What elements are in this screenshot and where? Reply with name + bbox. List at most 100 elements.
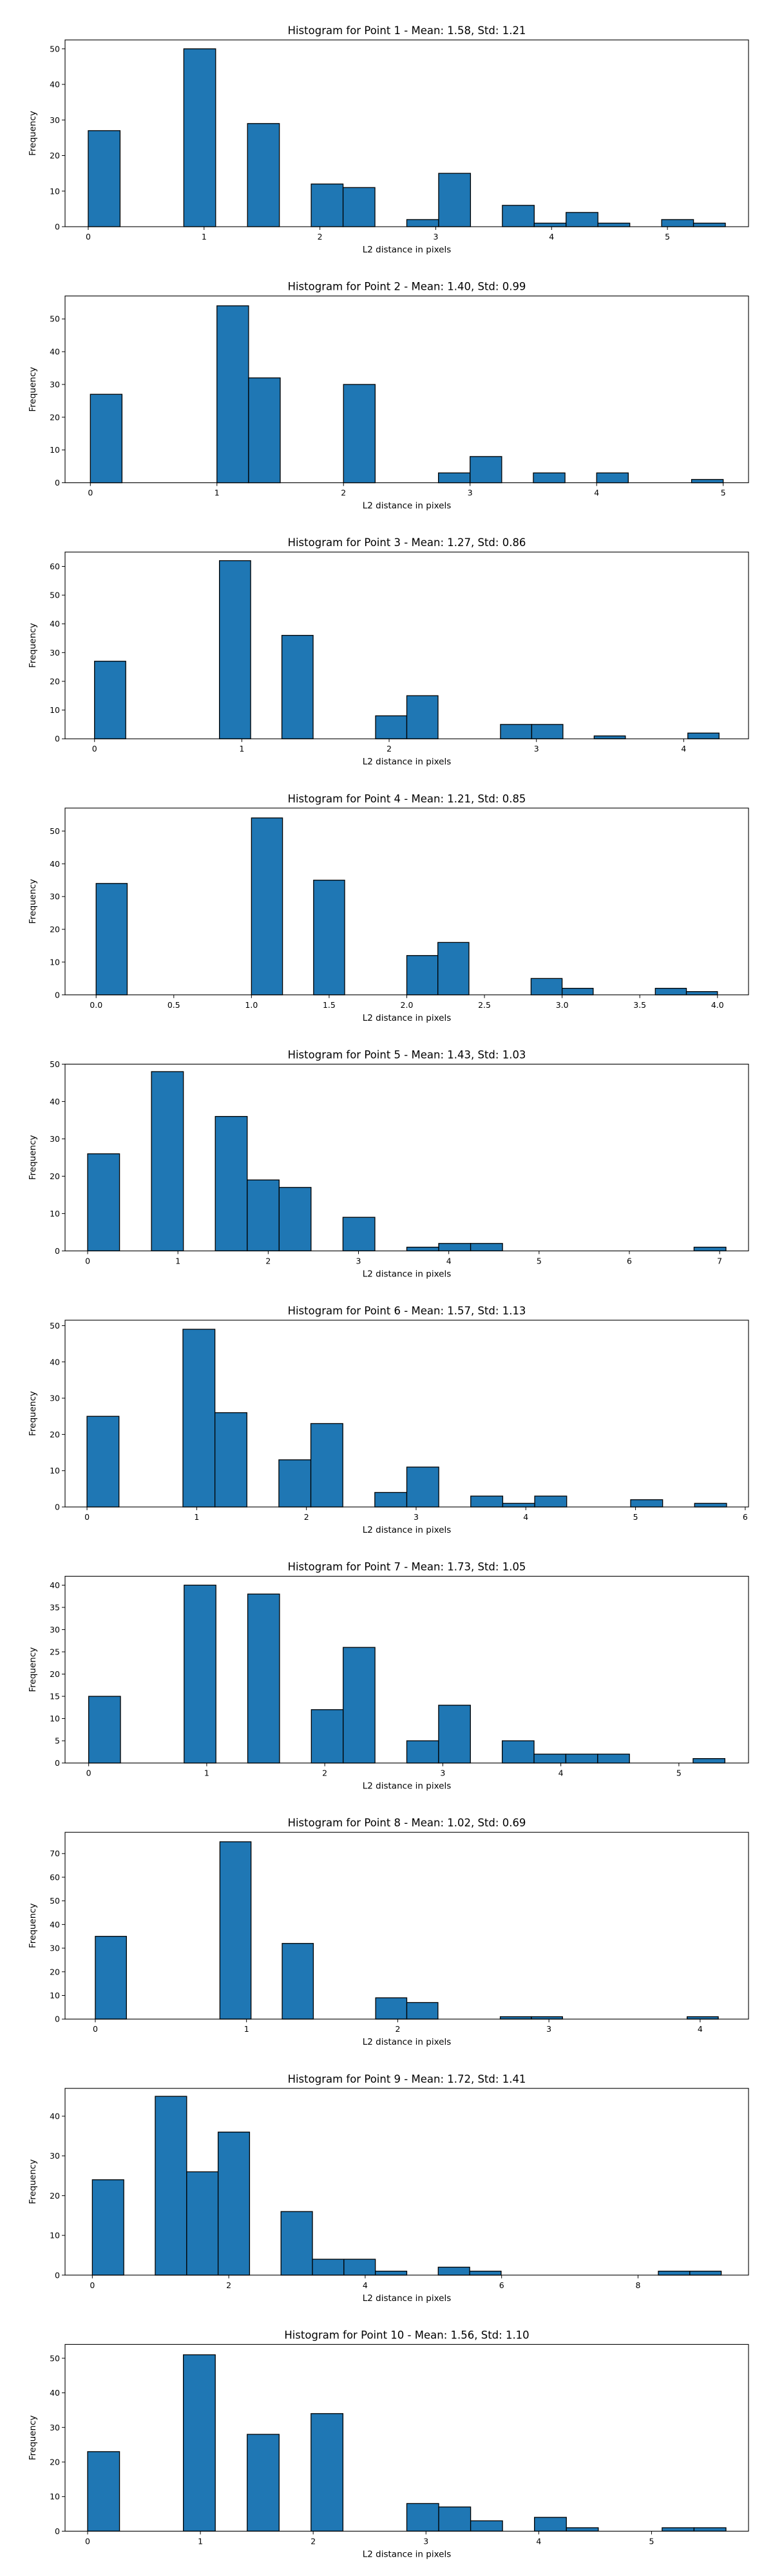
y-tick-label: 30 [50, 379, 60, 389]
histogram-panel-4: Histogram for Point 4 - Mean: 1.21, Std:… [28, 793, 749, 1023]
histogram-bar [343, 2259, 376, 2276]
x-tick-label: 5 [537, 1256, 542, 1265]
histogram-bar [374, 1492, 408, 1508]
histogram-bar [216, 305, 249, 484]
histogram-bar [499, 2016, 532, 2020]
x-tick-label: 2 [310, 2536, 316, 2546]
histogram-panel-9: Histogram for Point 9 - Mean: 1.72, Std:… [28, 2073, 749, 2304]
y-tick-label: 50 [50, 1321, 60, 1331]
histogram-bar [534, 2517, 567, 2532]
y-tick-label: 10 [50, 705, 60, 715]
histogram-bar [593, 735, 626, 739]
histogram-panel-10: Histogram for Point 10 - Mean: 1.56, Std… [28, 2329, 749, 2559]
y-tick-label: 20 [50, 1171, 60, 1181]
x-tick-label: 0 [88, 488, 93, 498]
x-tick-label: 2 [341, 488, 346, 498]
y-tick-label: 30 [50, 2151, 60, 2161]
x-axis-label: L2 distance in pixels [363, 501, 451, 511]
y-tick-label: 20 [50, 1967, 60, 1976]
histogram-bar [502, 1502, 535, 1508]
histogram-bar [438, 1705, 471, 1764]
histogram-bar [437, 472, 471, 484]
histogram-panel-1: Histogram for Point 1 - Mean: 1.58, Std:… [28, 24, 749, 255]
y-axis-label: Frequency [28, 367, 38, 412]
y-tick-label: 40 [50, 619, 60, 629]
y-tick-label: 30 [50, 1134, 60, 1144]
histogram-bar [469, 2270, 502, 2276]
histogram-bar [500, 724, 533, 739]
histogram-bar [278, 1459, 312, 1508]
histogram-bar [406, 2002, 439, 2020]
y-tick-label: 40 [50, 80, 60, 90]
histogram-bar [470, 1495, 504, 1508]
histogram-panel-7: Histogram for Point 7 - Mean: 1.73, Std:… [28, 1561, 749, 1792]
y-tick-label: 40 [50, 2111, 60, 2121]
histogram-bar [561, 987, 594, 996]
y-axis-label: Frequency [28, 2159, 38, 2204]
y-tick-label: 40 [50, 347, 60, 357]
x-tick-label: 3.0 [556, 1000, 569, 1010]
y-tick-label: 40 [50, 859, 60, 869]
histogram-bar [342, 1217, 376, 1252]
histogram-bar [661, 219, 694, 227]
y-tick-label: 40 [50, 1097, 60, 1106]
y-tick-label: 40 [50, 1357, 60, 1367]
x-tick-label: 2 [395, 2024, 400, 2034]
y-tick-label: 0 [55, 1246, 60, 1256]
chart-title: Histogram for Point 9 - Mean: 1.72, Std:… [288, 2073, 526, 2085]
histogram-bar [502, 205, 535, 227]
histogram-bar [88, 1696, 121, 1764]
chart-title: Histogram for Point 5 - Mean: 1.43, Std:… [288, 1048, 526, 1061]
x-tick-label: 4.0 [711, 1000, 724, 1010]
x-axis-label: L2 distance in pixels [363, 1269, 451, 1279]
histogram-bar [406, 2503, 439, 2532]
y-tick-label: 0 [55, 1502, 60, 1512]
x-tick-label: 0.0 [90, 1000, 102, 1010]
histogram-bar [183, 48, 216, 227]
x-axis-label: L2 distance in pixels [363, 2549, 451, 2559]
histogram-bar [630, 1499, 663, 1508]
histogram-bar [689, 2270, 722, 2276]
y-tick-label: 60 [50, 562, 60, 571]
histogram-bar [691, 478, 724, 484]
histogram-bar [151, 1071, 184, 1252]
histogram-bar [438, 1243, 472, 1252]
histogram-panel-2: Histogram for Point 2 - Mean: 1.40, Std:… [28, 281, 749, 511]
x-tick-label: 3 [440, 1768, 445, 1778]
histogram-bar [343, 1647, 376, 1764]
y-tick-label: 20 [50, 676, 60, 686]
y-tick-label: 10 [50, 1466, 60, 1475]
y-tick-label: 30 [50, 892, 60, 902]
histogram-bar [375, 1997, 408, 2020]
histogram-bar [87, 1153, 120, 1252]
y-axis-label: Frequency [28, 879, 38, 924]
chart-title: Histogram for Point 10 - Mean: 1.56, Std… [284, 2329, 529, 2341]
x-axis-label: L2 distance in pixels [363, 2293, 451, 2304]
chart-title: Histogram for Point 6 - Mean: 1.57, Std:… [288, 1305, 526, 1317]
histogram-bar [247, 1179, 280, 1252]
chart-title: Histogram for Point 3 - Mean: 1.27, Std:… [288, 536, 526, 549]
y-tick-label: 20 [50, 2457, 60, 2467]
histogram-bar [155, 2096, 187, 2276]
histogram-bar [437, 2266, 470, 2276]
y-tick-label: 20 [50, 151, 60, 160]
x-tick-label: 2 [318, 232, 323, 242]
x-tick-label: 4 [446, 1256, 452, 1265]
histogram-bar [310, 2413, 344, 2532]
histogram-bar [694, 1502, 727, 1508]
histogram-bar [566, 212, 598, 227]
y-axis-label: Frequency [28, 111, 38, 156]
x-tick-label: 4 [549, 232, 554, 242]
histogram-bar [566, 2527, 599, 2532]
histogram-bar [685, 991, 718, 996]
histogram-bar [218, 560, 251, 739]
y-tick-label: 30 [50, 2423, 60, 2432]
y-tick-label: 40 [50, 2388, 60, 2398]
x-axis-label: L2 distance in pixels [363, 245, 451, 255]
histogram-bar [88, 130, 121, 227]
y-tick-label: 20 [50, 1669, 60, 1679]
histogram-bar [186, 2171, 219, 2276]
histogram-bar [375, 715, 408, 739]
histogram-bar [281, 634, 314, 739]
x-tick-label: 1 [215, 488, 220, 498]
